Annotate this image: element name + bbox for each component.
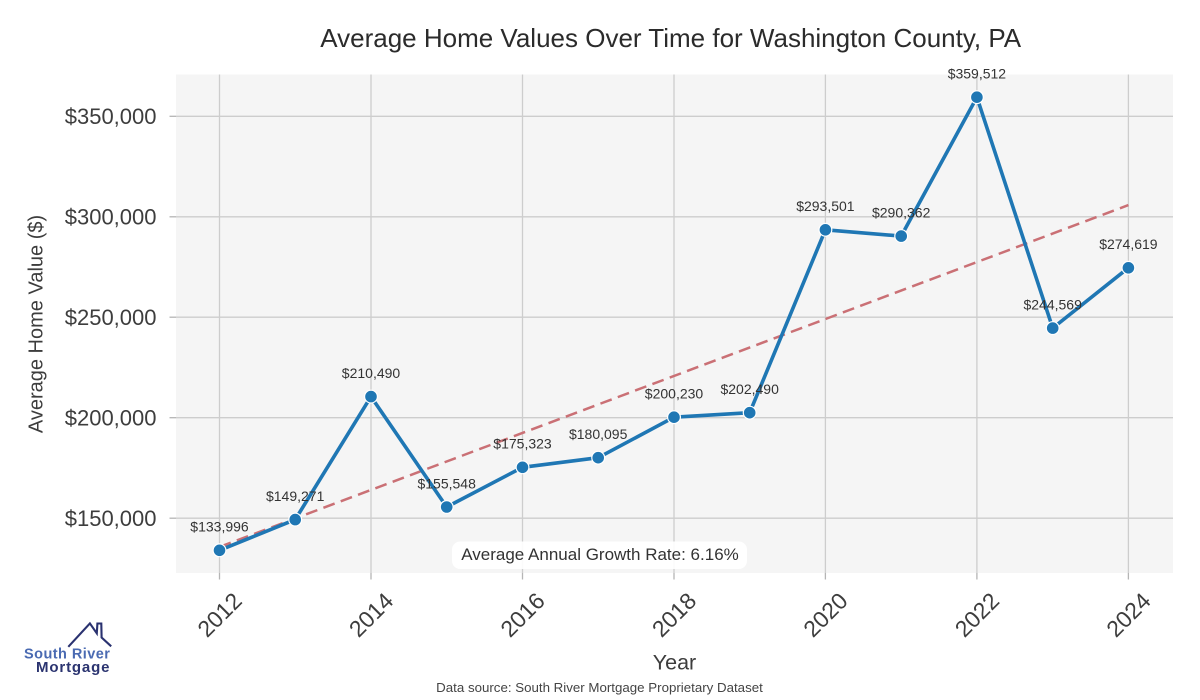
svg-text:Average Home Value ($): Average Home Value ($) — [26, 215, 48, 433]
svg-text:$350,000: $350,000 — [65, 104, 157, 129]
svg-text:Average Home Values Over Time: Average Home Values Over Time for Washin… — [320, 23, 1022, 53]
svg-text:$274,619: $274,619 — [1099, 236, 1158, 252]
svg-text:$149,271: $149,271 — [266, 488, 325, 504]
svg-text:$155,548: $155,548 — [417, 475, 476, 491]
svg-text:Average Annual Growth Rate: 6.: Average Annual Growth Rate: 6.16% — [461, 545, 739, 564]
svg-text:$244,569: $244,569 — [1023, 297, 1082, 313]
svg-text:$359,512: $359,512 — [948, 66, 1007, 82]
svg-text:2022: 2022 — [950, 588, 1005, 643]
svg-text:$293,501: $293,501 — [796, 198, 855, 214]
svg-text:$200,230: $200,230 — [645, 386, 704, 402]
svg-text:2020: 2020 — [798, 588, 853, 643]
svg-text:2014: 2014 — [344, 587, 399, 642]
svg-text:$250,000: $250,000 — [65, 305, 157, 330]
svg-text:$210,490: $210,490 — [342, 365, 401, 381]
svg-text:$200,000: $200,000 — [65, 406, 157, 431]
svg-text:$300,000: $300,000 — [65, 205, 157, 230]
svg-text:Data source: South River Mortg: Data source: South River Mortgage Propri… — [436, 680, 763, 695]
svg-text:2024: 2024 — [1101, 587, 1156, 642]
svg-text:2018: 2018 — [647, 588, 702, 643]
svg-text:$150,000: $150,000 — [65, 506, 157, 531]
svg-text:2012: 2012 — [192, 588, 247, 643]
svg-text:Year: Year — [653, 650, 696, 674]
svg-text:$180,095: $180,095 — [569, 426, 628, 442]
svg-text:2016: 2016 — [495, 588, 550, 643]
svg-text:$133,996: $133,996 — [190, 519, 249, 535]
svg-text:$175,323: $175,323 — [493, 436, 552, 452]
svg-text:Mortgage: Mortgage — [36, 659, 110, 676]
svg-text:$202,490: $202,490 — [720, 381, 779, 397]
svg-text:South River: South River — [24, 647, 110, 663]
svg-text:$290,362: $290,362 — [872, 205, 931, 221]
